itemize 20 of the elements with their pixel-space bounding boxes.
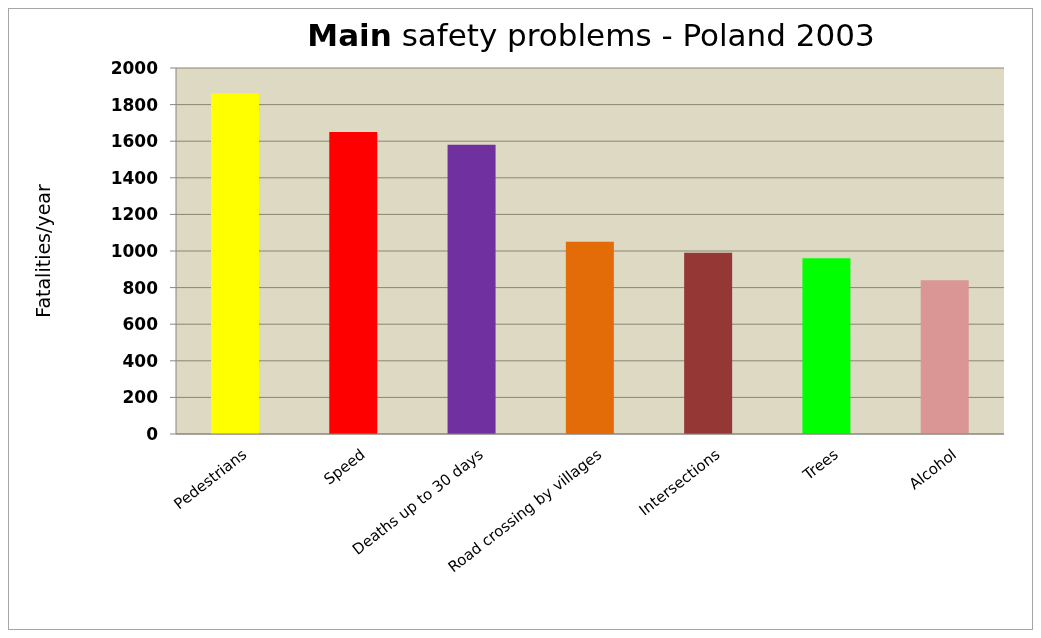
y-tick-label: 800 bbox=[122, 277, 159, 298]
y-tick-label: 2000 bbox=[110, 58, 159, 79]
y-tick-label: 400 bbox=[122, 350, 159, 371]
bar bbox=[447, 144, 496, 434]
bar bbox=[329, 132, 378, 434]
bar bbox=[565, 241, 614, 434]
y-tick-label: 1600 bbox=[110, 131, 159, 152]
y-tick-label: 1200 bbox=[110, 204, 159, 225]
chart-title: Main safety problems - Poland 2003 bbox=[306, 17, 876, 53]
bar bbox=[802, 258, 851, 434]
y-tick-label: 0 bbox=[146, 424, 159, 445]
bar bbox=[211, 93, 259, 434]
y-tick-label: 1800 bbox=[110, 94, 159, 115]
y-tick-label: 200 bbox=[122, 387, 159, 408]
y-tick-label: 1400 bbox=[110, 167, 159, 188]
bar bbox=[920, 280, 969, 434]
y-tick-label: 600 bbox=[122, 314, 159, 335]
y-tick-label: 1000 bbox=[110, 241, 159, 262]
y-axis-title: Fatalities/year bbox=[31, 184, 54, 318]
bar bbox=[684, 252, 733, 434]
